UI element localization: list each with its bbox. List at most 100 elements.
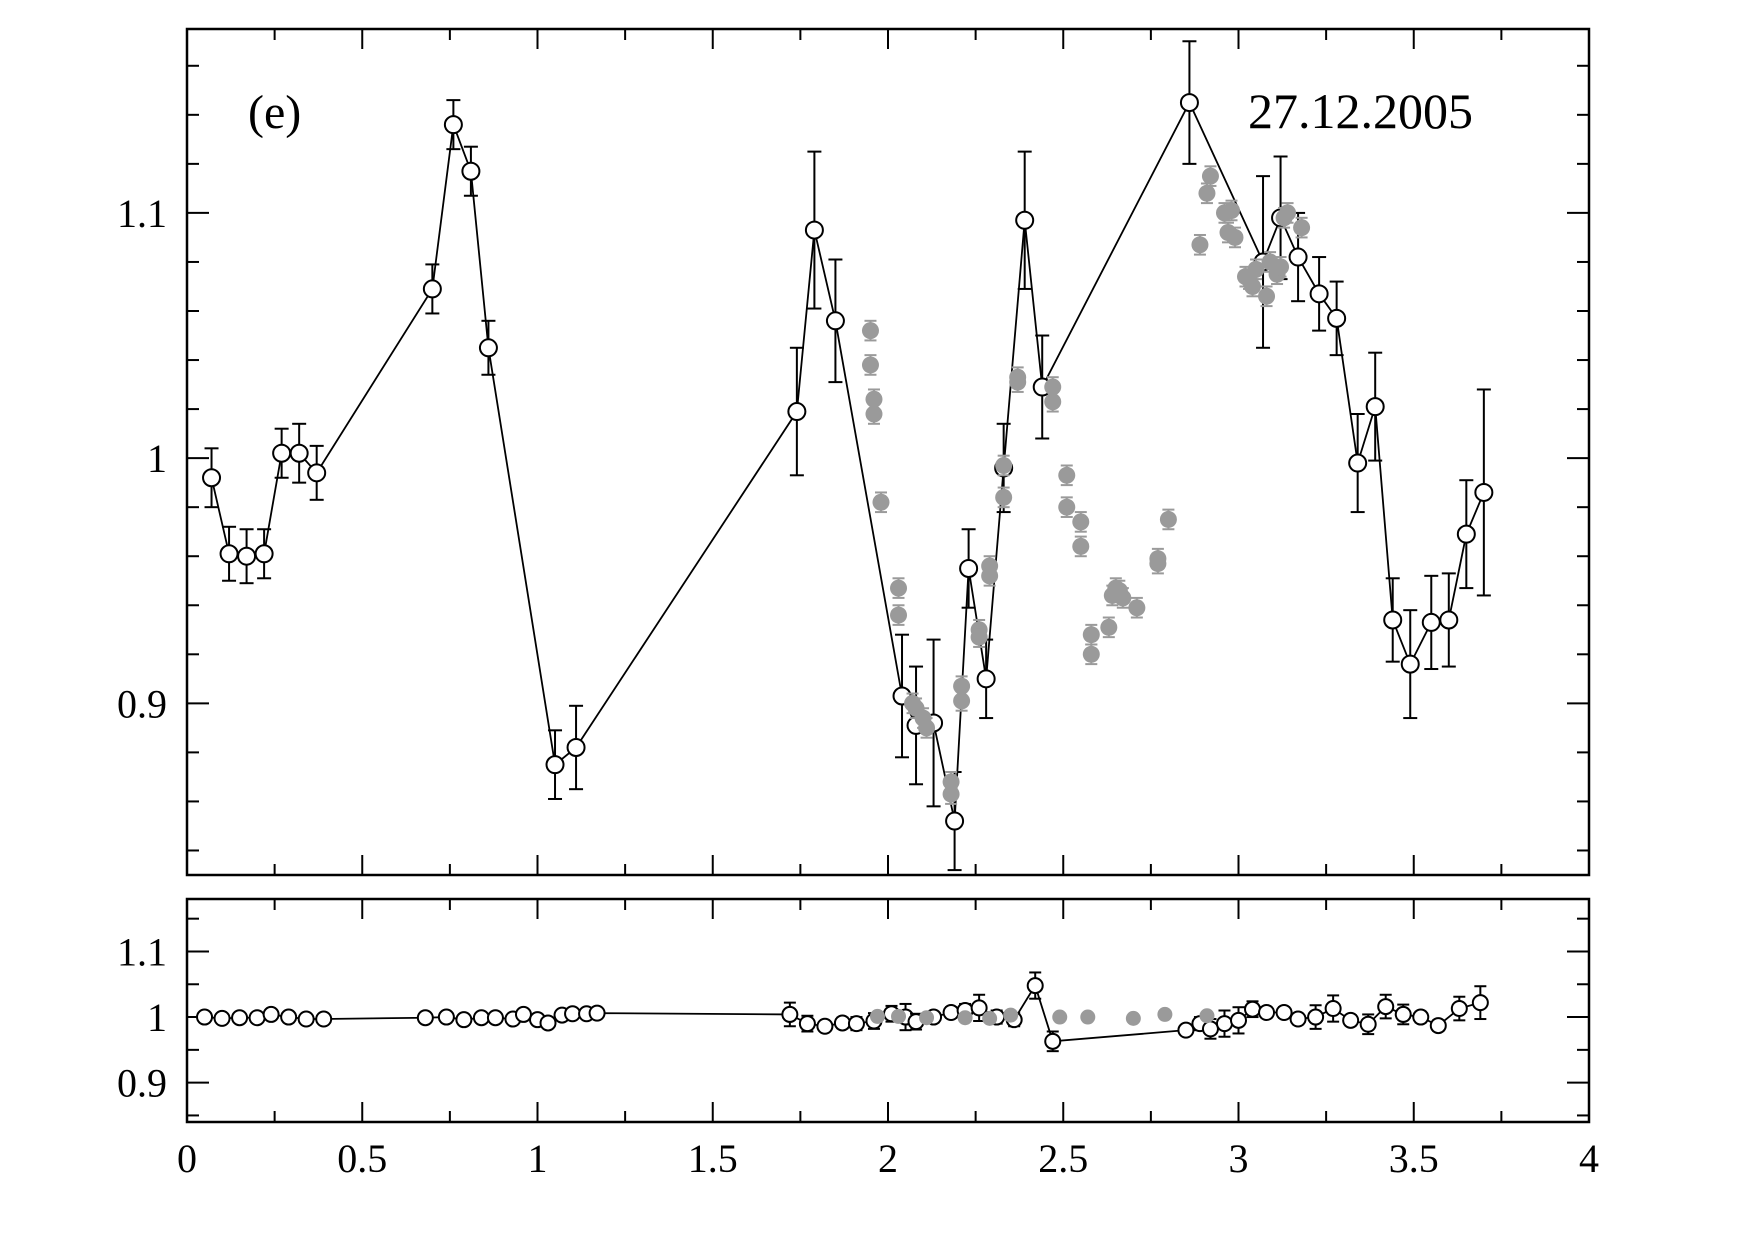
data-point-filled [982, 1010, 998, 1026]
data-point-open [280, 1008, 298, 1026]
data-point-filled [872, 493, 890, 511]
x-tick-label: 0.5 [337, 1136, 387, 1181]
data-point-open [307, 463, 327, 483]
data-point-open [1429, 1017, 1447, 1035]
data-point-open [833, 1014, 851, 1032]
data-point-filled [995, 456, 1013, 474]
data-point-open [1377, 998, 1395, 1016]
data-point-open [1244, 1000, 1262, 1018]
data-point-open [1383, 610, 1403, 630]
data-point-open [1177, 1021, 1195, 1039]
data-point-filled [1125, 1010, 1141, 1026]
data-point-filled [1058, 466, 1076, 484]
data-point-open [289, 443, 309, 463]
data-point-open [1412, 1008, 1430, 1026]
data-point-filled [1072, 513, 1090, 531]
y-tick-label: 1 [147, 436, 167, 481]
data-point-open [461, 161, 481, 181]
data-point-filled [970, 628, 988, 646]
data-point-open [847, 1015, 865, 1033]
data-point-open [1044, 1032, 1062, 1050]
data-point-open [1400, 654, 1420, 674]
y-tick-label: 1.1 [117, 929, 167, 974]
data-point-open [1348, 453, 1368, 473]
data-point-open [566, 737, 586, 757]
data-point-open [1258, 1003, 1276, 1021]
y-tick-label: 0.9 [117, 1061, 167, 1106]
data-point-open [1309, 284, 1329, 304]
data-point-open [416, 1009, 434, 1027]
data-point-filled [1058, 498, 1076, 516]
data-point-open [219, 544, 239, 564]
data-point-filled [957, 1010, 973, 1026]
data-point-open [825, 311, 845, 331]
data-point-open [539, 1014, 557, 1032]
data-point-filled [1157, 1006, 1173, 1022]
data-point-open [455, 1011, 473, 1029]
data-point-open [297, 1010, 315, 1028]
data-point-open [437, 1008, 455, 1026]
data-point-filled [865, 405, 883, 423]
data-point-open [1394, 1005, 1412, 1023]
data-point-filled [891, 1008, 907, 1024]
data-point-filled [1080, 1009, 1096, 1025]
data-point-filled [1159, 510, 1177, 528]
data-point-filled [953, 692, 971, 710]
data-point-open [237, 546, 257, 566]
x-tick-label: 4 [1579, 1136, 1599, 1181]
x-tick-label: 3.5 [1389, 1136, 1439, 1181]
data-point-open [202, 468, 222, 488]
data-point-open [315, 1010, 333, 1028]
data-point-filled [995, 488, 1013, 506]
data-point-open [545, 755, 565, 775]
data-point-filled [981, 567, 999, 585]
data-point-open [1421, 612, 1441, 632]
data-point-filled [869, 1008, 885, 1024]
data-point-open [422, 279, 442, 299]
data-point-open [478, 338, 498, 358]
data-point-filled [1244, 277, 1262, 295]
data-point-filled [1247, 260, 1265, 278]
data-point-open [486, 1009, 504, 1027]
data-point-open [213, 1009, 231, 1027]
data-point-open [942, 1003, 960, 1021]
data-point-open [970, 999, 988, 1017]
data-point-open [564, 1005, 582, 1023]
data-point-filled [1149, 555, 1167, 573]
y-tick-label: 0.9 [117, 681, 167, 726]
data-point-open [1342, 1011, 1360, 1029]
data-point-open [804, 220, 824, 240]
data-point-open [1307, 1008, 1325, 1026]
data-point-open [196, 1008, 214, 1026]
data-point-open [472, 1009, 490, 1027]
data-point-filled [919, 1010, 935, 1026]
data-point-open [272, 443, 292, 463]
date-label: 27.12.2005 [1248, 83, 1473, 139]
bottom-panel: 0 0.5 1 1.5 2 2.5 3 3.5 4 0.9 1 1.1 [117, 897, 1599, 1181]
data-point-filled [1114, 589, 1132, 607]
data-point-open [1201, 1020, 1219, 1038]
data-point-open [781, 1005, 799, 1023]
data-point-filled [1044, 393, 1062, 411]
data-point-filled [1279, 204, 1297, 222]
top-panel: 0.9 1 1.1 [117, 27, 1591, 877]
data-point-filled [942, 773, 960, 791]
data-point-open [816, 1017, 834, 1035]
data-point-open [945, 811, 965, 831]
data-point-open [1026, 977, 1044, 995]
data-point-open [1324, 1000, 1342, 1018]
panel-label: (e) [248, 86, 301, 139]
data-point-open [1327, 308, 1347, 328]
data-point-open [1474, 482, 1494, 502]
data-point-filled [1272, 258, 1290, 276]
data-point-filled [1191, 236, 1209, 254]
x-tick-label: 1 [528, 1136, 548, 1181]
data-point-filled [1003, 1007, 1019, 1023]
x-tick-label: 0 [177, 1136, 197, 1181]
data-point-filled [1222, 201, 1240, 219]
data-point-filled [1072, 537, 1090, 555]
data-point-filled [1009, 373, 1027, 391]
y-tick-label: 1.1 [117, 191, 167, 236]
data-point-filled [1052, 1009, 1068, 1025]
